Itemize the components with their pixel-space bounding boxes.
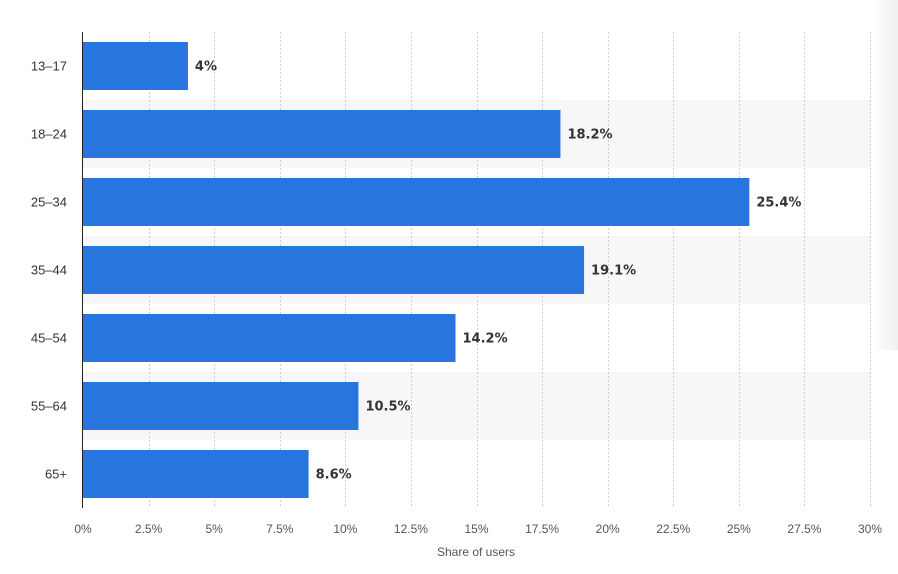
value-label: 4% bbox=[195, 60, 217, 75]
x-tick-label: 20% bbox=[596, 522, 620, 536]
category-label: 45–54 bbox=[31, 331, 67, 346]
bar bbox=[83, 110, 561, 158]
x-tick-label: 22.5% bbox=[656, 522, 690, 536]
category-label: 13–17 bbox=[31, 59, 67, 74]
category-label: 35–44 bbox=[31, 263, 67, 278]
bar bbox=[83, 382, 359, 430]
bar bbox=[83, 450, 309, 498]
x-tick-label: 5% bbox=[205, 522, 223, 536]
category-label: 55–64 bbox=[31, 399, 67, 414]
x-tick-label: 25% bbox=[727, 522, 751, 536]
x-axis-title: Share of users bbox=[437, 545, 515, 559]
edge-shade bbox=[872, 0, 898, 350]
category-labels: 13–17 18–24 25–34 35–44 45–54 55–64 65+ bbox=[31, 59, 67, 482]
value-labels: 4% 18.2% 25.4% 19.1% 14.2% 10.5% 8.6% bbox=[195, 60, 802, 483]
category-label: 65+ bbox=[45, 467, 67, 482]
bars bbox=[83, 42, 750, 498]
value-label: 25.4% bbox=[756, 196, 801, 211]
x-tick-label: 27.5% bbox=[787, 522, 821, 536]
x-tick-label: 30% bbox=[858, 522, 882, 536]
bar bbox=[83, 42, 188, 90]
value-label: 14.2% bbox=[463, 332, 508, 347]
x-tick-label: 12.5% bbox=[394, 522, 428, 536]
bar bbox=[83, 178, 750, 226]
value-label: 8.6% bbox=[316, 468, 352, 483]
bar bbox=[83, 314, 456, 362]
bar bbox=[83, 246, 585, 294]
value-label: 19.1% bbox=[591, 264, 636, 279]
value-label: 18.2% bbox=[567, 128, 612, 143]
x-tick-label: 2.5% bbox=[135, 522, 163, 536]
value-label: 10.5% bbox=[365, 400, 410, 415]
x-tick-label: 0% bbox=[74, 522, 92, 536]
x-tick-label: 7.5% bbox=[266, 522, 294, 536]
x-tick-label: 15% bbox=[464, 522, 488, 536]
x-tick-labels: 0% 2.5% 5% 7.5% 10% 12.5% 15% 17.5% 20% 22.5% 25% 2… bbox=[74, 522, 882, 536]
x-tick-label: 10% bbox=[333, 522, 357, 536]
x-tick-label: 17.5% bbox=[525, 522, 559, 536]
category-label: 25–34 bbox=[31, 195, 67, 210]
category-label: 18–24 bbox=[31, 127, 67, 142]
